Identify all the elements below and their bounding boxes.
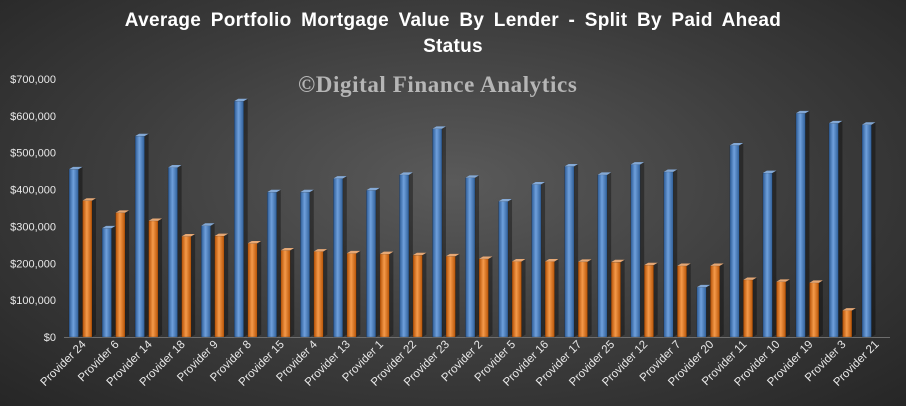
- y-tick-label: $300,000: [10, 221, 56, 233]
- bar: [181, 233, 196, 338]
- bar: [498, 198, 513, 338]
- bar: [828, 120, 843, 338]
- bar: [233, 98, 248, 338]
- bar: [280, 247, 295, 338]
- bar: [115, 210, 130, 338]
- bar: [82, 198, 97, 338]
- bar: [379, 251, 394, 338]
- bar: [676, 263, 691, 338]
- y-tick-label: $500,000: [10, 148, 56, 160]
- bar: [762, 170, 777, 338]
- bar: [597, 172, 612, 338]
- bar: [134, 133, 149, 338]
- bar: [630, 162, 645, 338]
- bar: [610, 259, 625, 338]
- bar: [214, 233, 229, 338]
- bar: [729, 142, 744, 338]
- y-tick-label: $600,000: [10, 111, 56, 123]
- bar: [445, 253, 460, 338]
- bar: [743, 277, 757, 338]
- bar: [148, 218, 163, 338]
- bar: [643, 262, 658, 338]
- y-tick-label: $400,000: [10, 185, 56, 197]
- bar: [412, 252, 427, 338]
- bar: [366, 187, 380, 338]
- bar: [564, 163, 579, 338]
- bar: [531, 182, 546, 338]
- bar: [247, 240, 262, 338]
- bar: [333, 176, 347, 338]
- bar: [346, 250, 361, 338]
- bar: [478, 256, 493, 338]
- chart-title-line2: Status: [423, 36, 483, 57]
- y-tick-label: $0: [44, 332, 56, 344]
- bar: [809, 280, 823, 338]
- y-tick-label: $200,000: [10, 258, 56, 270]
- bar: [101, 225, 116, 338]
- bar: [795, 110, 810, 338]
- bar: [300, 189, 314, 338]
- bar: [399, 172, 413, 338]
- bar: [861, 122, 876, 338]
- y-tick-label: $100,000: [10, 295, 56, 307]
- bar: [577, 259, 592, 338]
- y-tick-label: $700,000: [10, 74, 56, 86]
- bar: [267, 189, 281, 338]
- watermark: ©Digital Finance Analytics: [298, 72, 578, 97]
- bar: [200, 223, 215, 338]
- bar: [511, 259, 526, 338]
- bar: [663, 169, 678, 338]
- bar: [696, 284, 711, 338]
- chart-title-line1: Average Portfolio Mortgage Value By Lend…: [124, 10, 782, 31]
- chart-title: Average Portfolio Mortgage Value By Lend…: [0, 8, 906, 60]
- bar: [842, 308, 856, 338]
- bar: [68, 166, 83, 338]
- bar: [465, 175, 479, 338]
- bar: [710, 263, 724, 338]
- bar: [313, 249, 328, 338]
- bar: [544, 259, 559, 338]
- bar: [776, 279, 790, 338]
- bar: [167, 165, 182, 338]
- bar: [432, 126, 446, 338]
